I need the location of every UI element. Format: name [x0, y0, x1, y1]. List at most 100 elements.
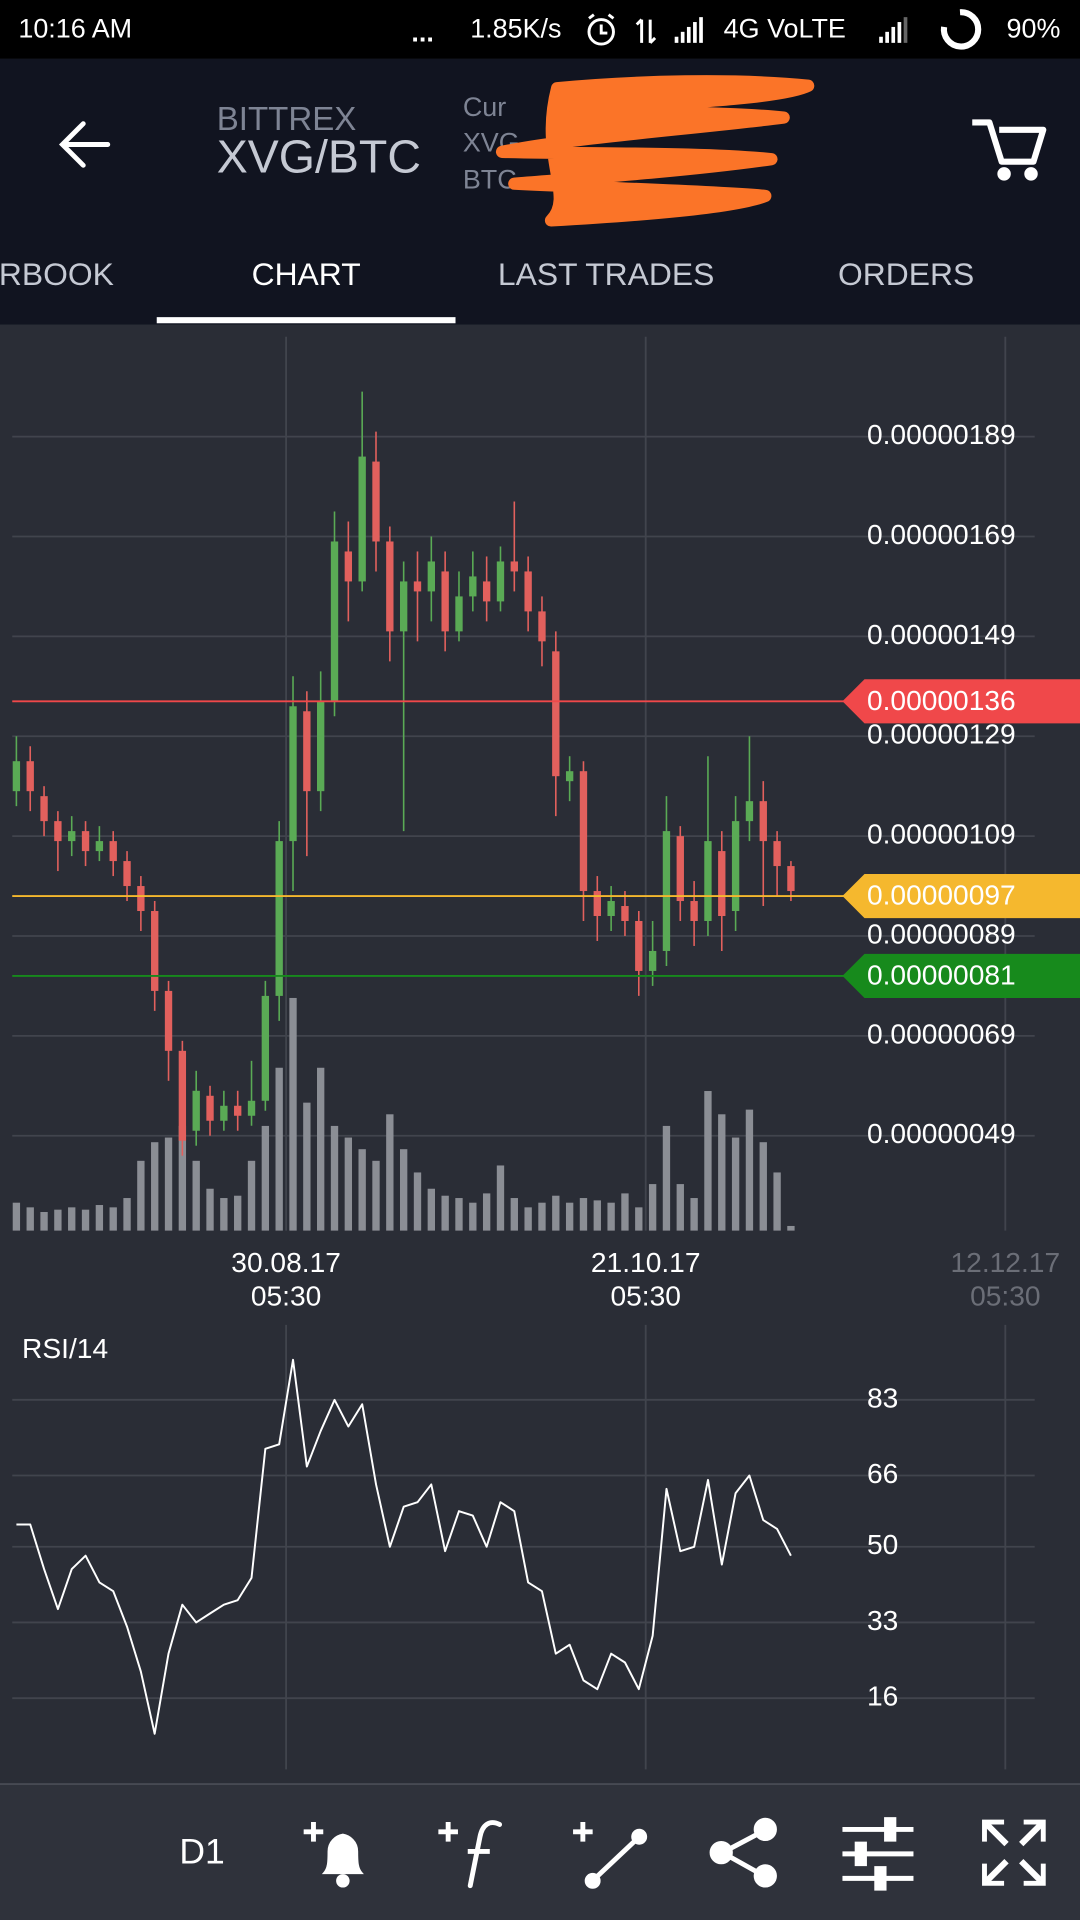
candle-body: [358, 456, 366, 582]
volume-bar: [289, 997, 297, 1231]
signal-icon-1: [674, 17, 703, 43]
volume-bar: [40, 1212, 48, 1231]
volume-bar: [109, 1207, 117, 1231]
volume-bar: [358, 1149, 366, 1231]
candle-body: [635, 921, 643, 971]
add-indicator-button[interactable]: [438, 1820, 503, 1889]
candle-body: [579, 771, 588, 892]
candle-body: [718, 851, 726, 917]
tab[interactable]: ORDERBOOK: [0, 256, 114, 292]
candle-body: [247, 1100, 256, 1116]
candle-body: [676, 836, 684, 902]
candle-body: [289, 706, 297, 842]
y-tick-label: 0.00000089: [867, 918, 1016, 949]
y-tick-label: 0.00000149: [867, 619, 1016, 650]
battery-level: 90%: [1007, 14, 1061, 44]
volume-bar: [565, 1202, 574, 1231]
price-level-label: 0.00000081: [867, 960, 1016, 991]
volume-bar: [372, 1160, 380, 1231]
timeframe-button[interactable]: D1: [179, 1831, 224, 1871]
candle-body: [178, 1050, 187, 1141]
redaction-scribble: [495, 75, 815, 227]
volume-bar: [482, 1193, 491, 1231]
candle-body: [26, 761, 34, 792]
x-tick-label: 21.10.17 05:30: [591, 1247, 701, 1312]
volume-bar: [275, 1067, 283, 1231]
x-tick-label: 30.08.17 05:30: [231, 1247, 341, 1312]
volume-bar: [220, 1198, 228, 1231]
network-type: 4G VoLTE: [724, 14, 846, 44]
volume-bar: [593, 1200, 601, 1231]
candle-body: [330, 541, 339, 702]
settings-button[interactable]: [842, 1817, 914, 1891]
active-tab-indicator: [156, 317, 456, 324]
candle-body: [40, 796, 48, 822]
candle-body: [759, 801, 767, 842]
candle-body: [399, 581, 408, 632]
volume-bar: [745, 1109, 754, 1231]
tab[interactable]: CHART: [252, 256, 361, 292]
y-tick-label: 83: [867, 1382, 898, 1413]
volume-bar: [330, 1125, 339, 1231]
volume-bar: [386, 1114, 394, 1231]
volume-bar: [718, 1114, 726, 1231]
y-tick-label: 0.00000129: [867, 719, 1016, 750]
candle-body: [386, 541, 394, 632]
y-tick-label: 50: [867, 1529, 898, 1560]
candle-body: [593, 891, 601, 917]
candle-body: [413, 581, 422, 592]
price-level-tag: [842, 679, 1080, 724]
battery-ring: [940, 9, 982, 50]
volume-bar: [607, 1202, 615, 1231]
price-level-tag: [842, 873, 1080, 919]
volume-bar: [399, 1149, 408, 1231]
volume-bar: [123, 1198, 131, 1231]
cart-button[interactable]: [972, 119, 1047, 181]
volume-bar: [317, 1067, 325, 1231]
volume-bar: [648, 1184, 657, 1231]
volume-bar: [773, 1172, 781, 1231]
candle-body: [731, 821, 740, 912]
tab[interactable]: LAST TRADES: [498, 256, 714, 292]
volume-bar: [303, 1102, 311, 1231]
volume-bar: [441, 1195, 449, 1231]
pair-name: XVG/BTC: [217, 131, 421, 183]
candle-body: [81, 831, 90, 852]
data-arrows-icon: [635, 18, 657, 44]
fullscreen-button[interactable]: [982, 1819, 1046, 1886]
back-button[interactable]: [58, 121, 111, 168]
y-tick-label: 66: [867, 1458, 898, 1489]
price-level-tag: [842, 953, 1080, 998]
candle-body: [704, 841, 712, 922]
volume-bar: [234, 1195, 242, 1231]
candle-body: [565, 771, 574, 782]
tab[interactable]: ORDERS: [838, 256, 974, 292]
volume-bar: [413, 1172, 422, 1231]
volume-bar: [759, 1142, 767, 1231]
add-alert-button[interactable]: [303, 1822, 364, 1888]
volume-bar: [524, 1207, 532, 1231]
share-button[interactable]: [709, 1817, 777, 1888]
candle-body: [192, 1090, 200, 1131]
candle-body: [469, 576, 477, 597]
candle-body: [787, 866, 795, 892]
candle-body: [552, 651, 560, 777]
candle-body: [482, 581, 491, 602]
volume-bar: [496, 1165, 505, 1231]
candle-body: [109, 841, 117, 862]
info-line: Cur: [463, 92, 506, 122]
volume-bar: [579, 1198, 588, 1231]
volume-bar: [676, 1184, 684, 1231]
volume-bar: [455, 1198, 463, 1231]
signal-icon-2: [879, 17, 908, 43]
volume-bar: [206, 1188, 214, 1231]
volume-bar: [469, 1202, 477, 1231]
candle-body: [95, 841, 104, 852]
add-line-button[interactable]: [573, 1822, 648, 1889]
volume-bar: [427, 1188, 435, 1231]
candle-body: [690, 901, 698, 922]
volume-bar: [192, 1160, 200, 1231]
y-tick-label: 0.00000169: [867, 519, 1016, 550]
alarm-icon: [587, 13, 615, 46]
volume-bar: [26, 1207, 34, 1231]
